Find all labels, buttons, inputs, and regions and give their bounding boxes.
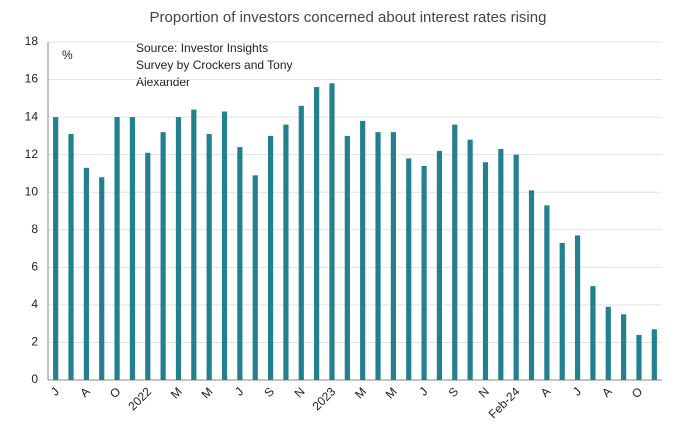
x-tick-label: J <box>232 384 246 398</box>
bar <box>206 134 212 380</box>
bar <box>191 109 197 380</box>
x-tick-label: O <box>629 384 646 401</box>
bar <box>559 242 565 380</box>
bar <box>68 134 74 380</box>
y-tick-label: 16 <box>25 72 39 86</box>
y-tick-label: 2 <box>31 335 38 349</box>
bar <box>636 334 642 380</box>
x-tick-label: M <box>383 384 400 401</box>
bar <box>237 147 243 380</box>
y-tick-label: 6 <box>31 260 38 274</box>
x-tick-label: A <box>77 384 93 400</box>
y-tick-label: 10 <box>25 184 39 198</box>
bar <box>467 139 473 380</box>
bar <box>513 154 519 380</box>
y-tick-label: 4 <box>31 297 38 311</box>
x-tick-label: J <box>570 384 584 398</box>
y-tick-label: 8 <box>31 222 38 236</box>
bar <box>145 152 151 380</box>
bar <box>452 124 458 380</box>
y-tick-label: 18 <box>25 34 39 48</box>
bar <box>528 190 535 380</box>
x-tick-label: S <box>446 384 462 400</box>
annotation: Source: Investor Insights <box>136 41 268 55</box>
chart-title: Proportion of investors concerned about … <box>150 9 547 26</box>
bar <box>314 87 320 381</box>
x-tick-label: M <box>168 384 185 401</box>
x-tick-label: 2023 <box>310 384 339 413</box>
bar <box>329 83 335 381</box>
x-tick-label: M <box>352 384 369 401</box>
bar <box>621 314 627 380</box>
bar <box>590 286 596 380</box>
x-tick-label: 2022 <box>125 384 154 413</box>
bar <box>436 150 443 380</box>
x-tick-label: A <box>538 384 554 400</box>
bar <box>498 149 504 380</box>
bar <box>129 117 136 380</box>
bar <box>175 117 182 380</box>
bar <box>344 135 350 380</box>
bar <box>160 132 166 380</box>
bar <box>390 132 396 380</box>
x-tick-label: S <box>261 384 277 400</box>
y-tick-label: 0 <box>31 372 38 386</box>
bar <box>99 177 105 380</box>
bar <box>83 167 89 380</box>
x-tick-label: N <box>292 384 308 400</box>
x-tick-label: J <box>416 384 430 398</box>
annotation: Survey by Crockers and Tony <box>136 58 293 72</box>
annotation: Alexander <box>136 75 190 89</box>
x-tick-label: J <box>48 384 62 398</box>
y-axis-label: % <box>62 48 73 62</box>
bar <box>544 205 550 380</box>
bar <box>252 175 258 380</box>
bar <box>421 165 427 380</box>
bar <box>283 124 289 380</box>
y-tick-label: 12 <box>25 147 39 161</box>
bar <box>221 111 228 380</box>
bar <box>114 117 120 380</box>
x-tick-label: M <box>199 384 216 401</box>
x-tick-label: O <box>107 384 124 401</box>
x-tick-label: A <box>599 384 615 400</box>
bar <box>651 329 657 380</box>
bar <box>406 158 412 380</box>
bar <box>53 117 59 380</box>
bar <box>375 132 381 380</box>
x-tick-label: Feb-24 <box>486 384 523 421</box>
bar <box>360 120 366 380</box>
y-tick-label: 14 <box>25 109 39 123</box>
bar <box>267 135 274 380</box>
bar <box>574 235 581 380</box>
bar <box>482 162 489 380</box>
bar <box>605 306 611 380</box>
bar <box>298 105 304 380</box>
x-tick-label: N <box>476 384 492 400</box>
